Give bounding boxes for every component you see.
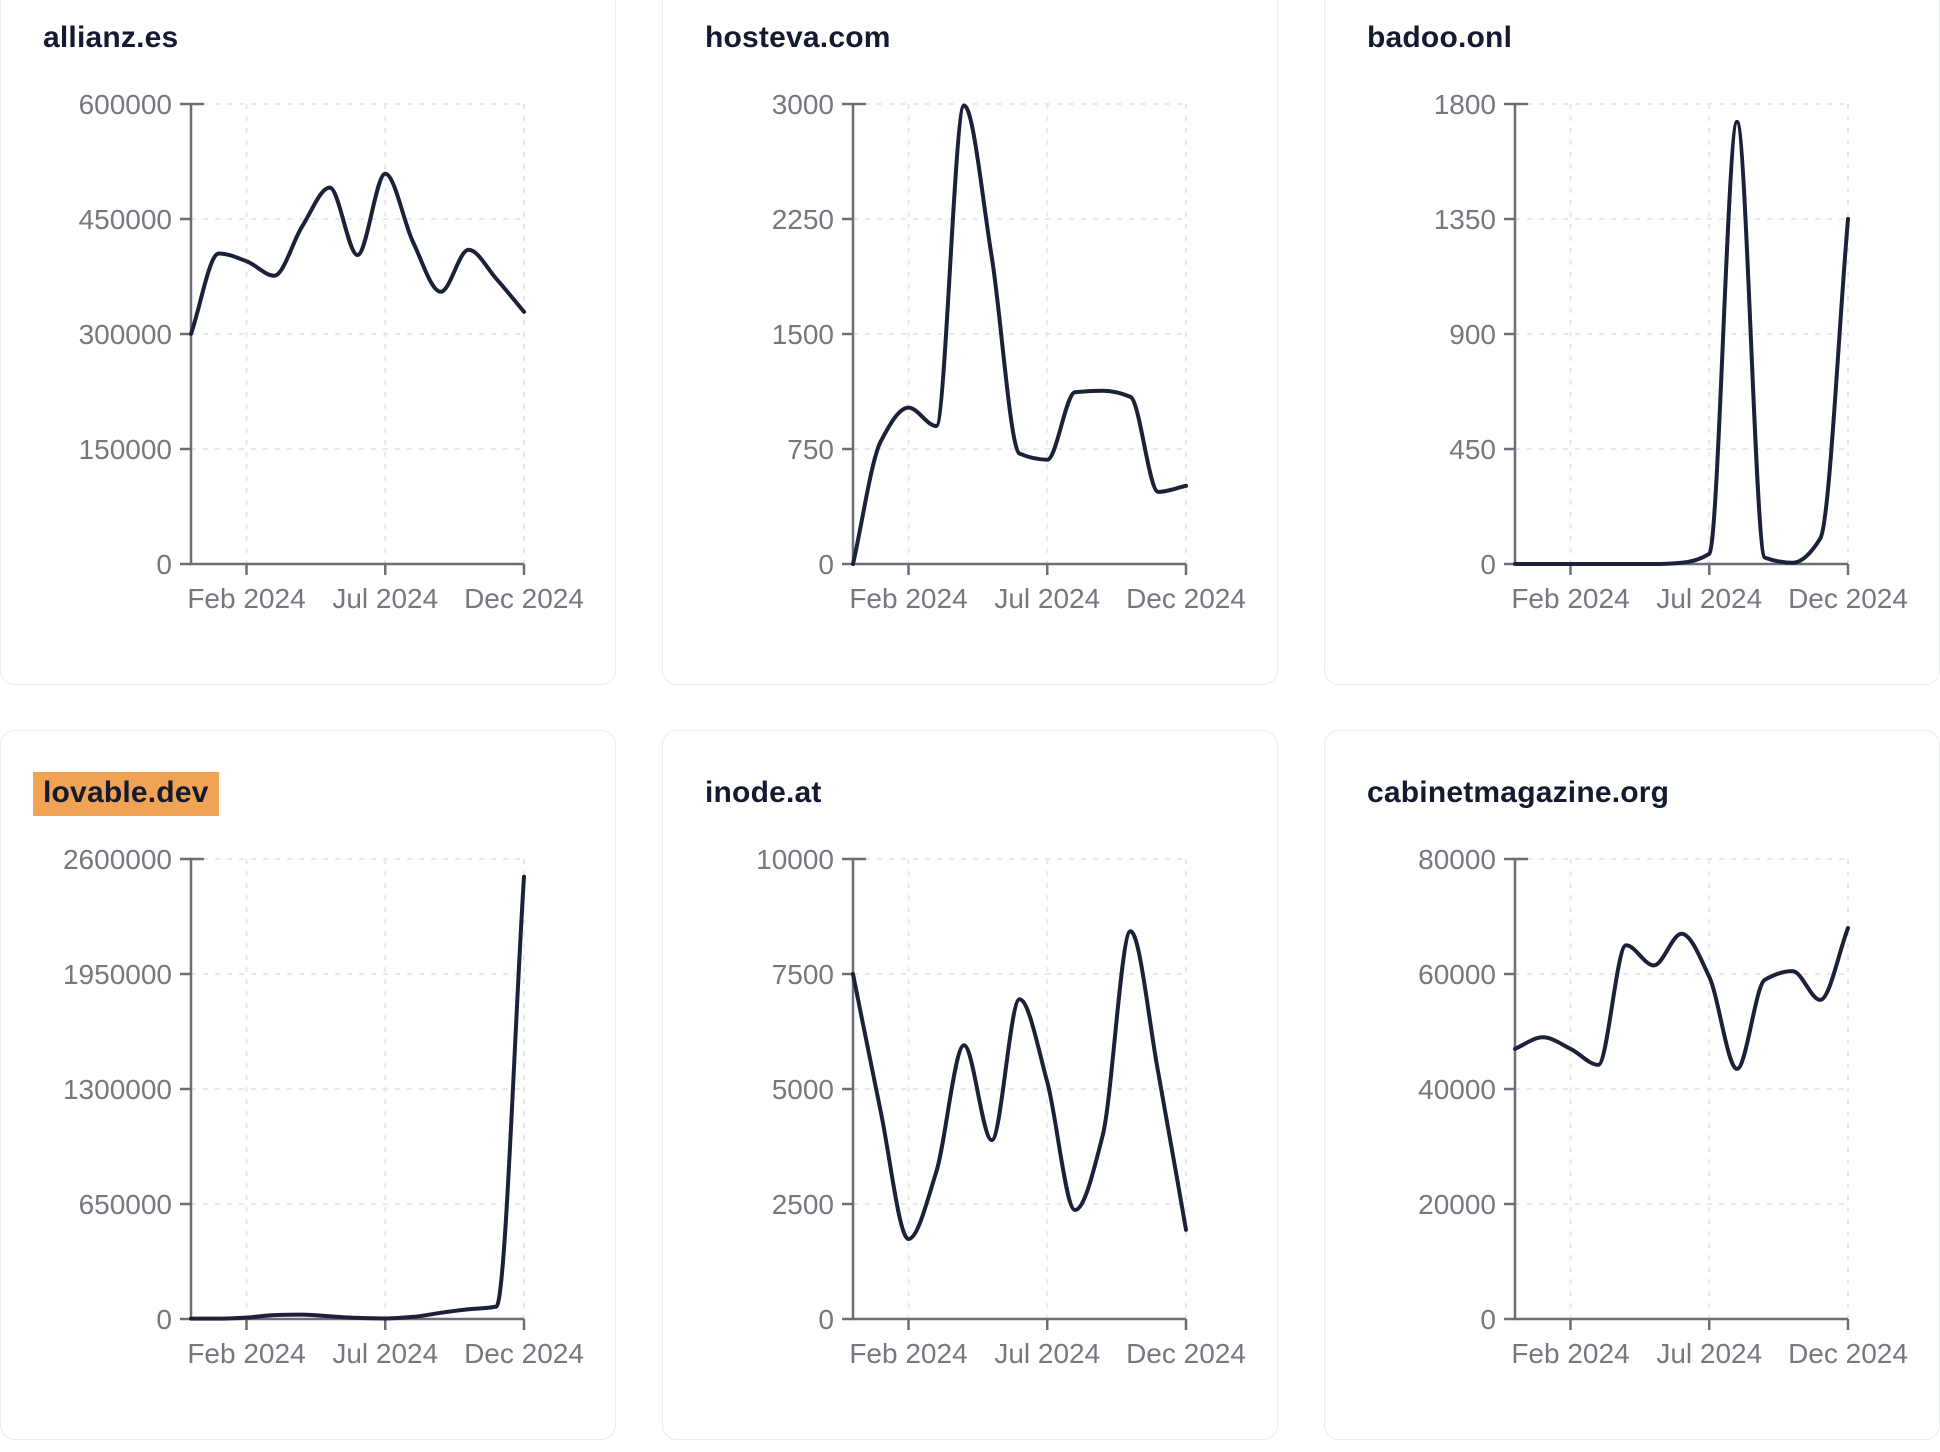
svg-text:1350: 1350 xyxy=(1434,204,1496,235)
svg-text:Jul 2024: Jul 2024 xyxy=(994,583,1100,614)
svg-text:1300000: 1300000 xyxy=(63,1074,172,1105)
svg-text:0: 0 xyxy=(818,1304,834,1335)
svg-text:Feb 2024: Feb 2024 xyxy=(849,1338,967,1369)
chart-card-allianz-es: allianz.es 0 150000 300000 450000 600000 Feb … xyxy=(0,0,616,685)
svg-text:60000: 60000 xyxy=(1418,959,1496,990)
svg-text:150000: 150000 xyxy=(79,434,172,465)
traffic-line-chart: 0 2500 5000 7500 10000 Feb 2024 Jul 2024 Dec 20… xyxy=(756,844,1246,1369)
svg-text:0: 0 xyxy=(156,1304,172,1335)
svg-text:2600000: 2600000 xyxy=(63,844,172,875)
svg-text:Dec 2024: Dec 2024 xyxy=(1788,1338,1908,1369)
svg-text:450: 450 xyxy=(1449,434,1496,465)
chart-title: lovable.dev xyxy=(33,772,615,816)
chart-title-text: allianz.es xyxy=(43,21,179,54)
svg-text:600000: 600000 xyxy=(79,89,172,120)
chart-title: inode.at xyxy=(705,775,1277,811)
svg-text:10000: 10000 xyxy=(756,844,834,875)
svg-text:7500: 7500 xyxy=(772,959,834,990)
svg-text:2250: 2250 xyxy=(772,204,834,235)
svg-text:2500: 2500 xyxy=(772,1189,834,1220)
traffic-line-chart: 0 150000 300000 450000 600000 Feb 2024 Jul 202… xyxy=(79,89,584,614)
svg-text:Jul 2024: Jul 2024 xyxy=(1656,1338,1762,1369)
traffic-line-chart: 0 20000 40000 60000 80000 Feb 2024 Jul 2024 Dec… xyxy=(1418,844,1908,1369)
svg-text:1500: 1500 xyxy=(772,319,834,350)
svg-text:750: 750 xyxy=(787,434,834,465)
svg-text:Feb 2024: Feb 2024 xyxy=(187,583,305,614)
chart-title-text: hosteva.com xyxy=(705,21,891,54)
traffic-line-chart: 0 650000 1300000 1950000 2600000 Feb 2024 Jul … xyxy=(63,844,584,1369)
svg-text:Feb 2024: Feb 2024 xyxy=(1511,583,1629,614)
svg-text:Dec 2024: Dec 2024 xyxy=(464,1338,584,1369)
svg-text:Dec 2024: Dec 2024 xyxy=(1126,1338,1246,1369)
chart-title-text: cabinetmagazine.org xyxy=(1367,776,1670,809)
svg-text:Jul 2024: Jul 2024 xyxy=(994,1338,1100,1369)
svg-text:40000: 40000 xyxy=(1418,1074,1496,1105)
svg-text:Feb 2024: Feb 2024 xyxy=(1511,1338,1629,1369)
traffic-line-chart: 0 450 900 1350 1800 Feb 2024 Jul 2024 Dec 2024 xyxy=(1434,89,1908,614)
svg-text:1800: 1800 xyxy=(1434,89,1496,120)
chart-card-cabinetmagazine-org: cabinetmagazine.org 0 20000 40000 60000 8000… xyxy=(1324,730,1940,1440)
chart-card-badoo-onl: badoo.onl 0 450 900 1350 1800 Feb 2024 Jul 202… xyxy=(1324,0,1940,685)
chart-card-hosteva-com: hosteva.com 0 750 1500 2250 3000 Feb 2024 Jul … xyxy=(662,0,1278,685)
svg-text:900: 900 xyxy=(1449,319,1496,350)
svg-text:80000: 80000 xyxy=(1418,844,1496,875)
svg-text:450000: 450000 xyxy=(79,204,172,235)
svg-text:0: 0 xyxy=(1480,1304,1496,1335)
svg-text:Dec 2024: Dec 2024 xyxy=(1788,583,1908,614)
chart-title-text-highlighted: lovable.dev xyxy=(33,772,219,816)
chart-title: badoo.onl xyxy=(1367,20,1939,56)
svg-text:0: 0 xyxy=(156,549,172,580)
chart-title-text: inode.at xyxy=(705,776,822,809)
svg-text:300000: 300000 xyxy=(79,319,172,350)
svg-text:Jul 2024: Jul 2024 xyxy=(1656,583,1762,614)
svg-text:Jul 2024: Jul 2024 xyxy=(332,1338,438,1369)
svg-text:Dec 2024: Dec 2024 xyxy=(1126,583,1246,614)
traffic-line-chart: 0 750 1500 2250 3000 Feb 2024 Jul 2024 Dec 2024 xyxy=(772,89,1246,614)
chart-card-lovable-dev: lovable.dev 0 650000 1300000 1950000 2600000… xyxy=(0,730,616,1440)
svg-text:5000: 5000 xyxy=(772,1074,834,1105)
svg-text:Dec 2024: Dec 2024 xyxy=(464,583,584,614)
svg-text:0: 0 xyxy=(818,549,834,580)
chart-card-inode-at: inode.at 0 2500 5000 7500 10000 Feb 2024 Jul 2… xyxy=(662,730,1278,1440)
svg-text:650000: 650000 xyxy=(79,1189,172,1220)
svg-text:3000: 3000 xyxy=(772,89,834,120)
svg-text:1950000: 1950000 xyxy=(63,959,172,990)
svg-text:0: 0 xyxy=(1480,549,1496,580)
svg-text:Feb 2024: Feb 2024 xyxy=(187,1338,305,1369)
svg-text:Feb 2024: Feb 2024 xyxy=(849,583,967,614)
chart-title: hosteva.com xyxy=(705,20,1277,56)
chart-title: allianz.es xyxy=(43,20,615,56)
svg-text:20000: 20000 xyxy=(1418,1189,1496,1220)
svg-text:Jul 2024: Jul 2024 xyxy=(332,583,438,614)
chart-title-text: badoo.onl xyxy=(1367,21,1513,54)
chart-title: cabinetmagazine.org xyxy=(1367,775,1939,811)
